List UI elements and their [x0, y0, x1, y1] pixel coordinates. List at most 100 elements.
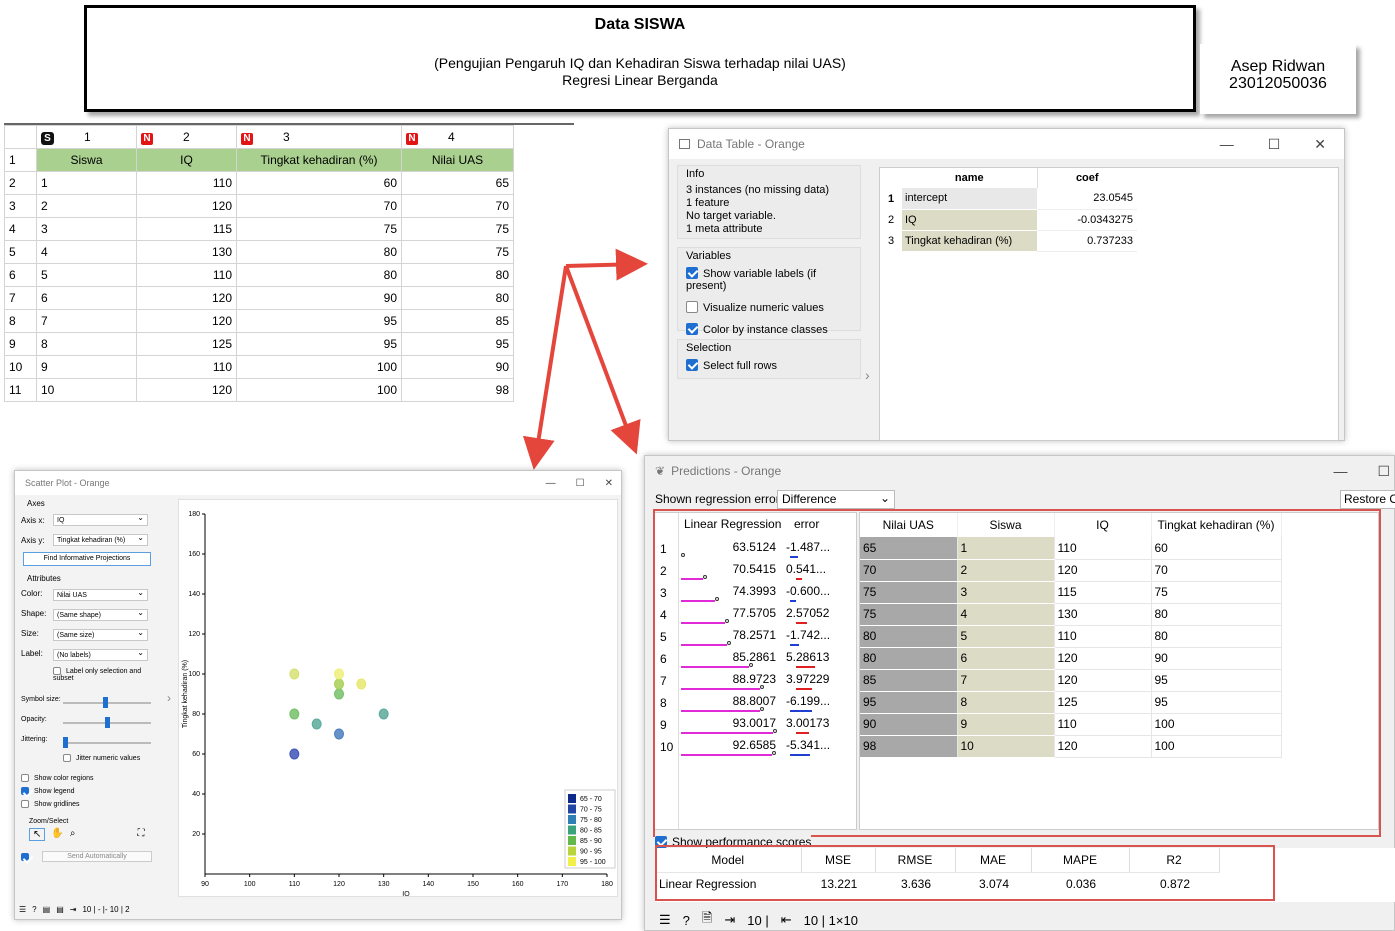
column-header[interactable]: Siswa: [957, 513, 1055, 537]
scatter-point[interactable]: [289, 708, 300, 720]
axis-y-select[interactable]: Tingkat kehadiran (%): [53, 532, 148, 546]
table-cell[interactable]: 120: [136, 286, 237, 310]
minimize-icon[interactable]: —: [545, 477, 556, 489]
table-cell[interactable]: 6: [36, 286, 137, 310]
table-row[interactable]: 3 Tingkat kehadiran (%) 0.737233: [880, 230, 1137, 252]
size-select[interactable]: (Same size): [53, 627, 148, 641]
close-icon[interactable]: ✕: [1314, 135, 1326, 152]
error-select[interactable]: Difference ⌄: [777, 490, 895, 509]
help-icon[interactable]: ?: [682, 912, 690, 928]
menu-icon[interactable]: ☰: [19, 905, 27, 914]
table-cell[interactable]: 75: [236, 217, 402, 241]
table-row[interactable]: 3 74.3993 -0.600...: [654, 582, 854, 604]
column-header[interactable]: error: [794, 517, 820, 531]
shape-select[interactable]: (Same shape): [53, 607, 148, 621]
scatter-plot[interactable]: 90 100 110 120 130 140 150 160 170 180 20 40 60 80 100…: [178, 499, 618, 897]
close-icon[interactable]: ✕: [604, 477, 613, 489]
column-header[interactable]: MSE: [801, 848, 876, 873]
find-projections-button[interactable]: Find Informative Projections: [23, 552, 151, 566]
table-cell[interactable]: 100: [236, 378, 402, 402]
table-row[interactable]: 10 92.6585 -5.341...: [654, 736, 854, 758]
maximize-icon[interactable]: ☐: [575, 477, 585, 489]
pan-icon[interactable]: ✋: [51, 828, 64, 839]
column-header[interactable]: RMSE: [875, 848, 956, 873]
checkbox-icon[interactable]: [21, 774, 29, 782]
checkbox-icon[interactable]: [686, 301, 698, 313]
checkbox-icon[interactable]: [686, 267, 698, 279]
column-header[interactable]: Tingkat kehadiran (%): [1151, 513, 1282, 537]
table-row[interactable]: 65 1 110 60: [860, 537, 1282, 560]
table-cell[interactable]: 7: [36, 309, 137, 333]
label-select[interactable]: (No labels): [53, 647, 148, 661]
column-header[interactable]: coef: [1075, 172, 1099, 184]
checkbox-icon[interactable]: [21, 852, 29, 861]
table-row[interactable]: 9 93.0017 3.00173: [654, 714, 854, 736]
report-icon[interactable]: ▤: [56, 905, 64, 914]
table-cell[interactable]: 5: [36, 263, 137, 287]
chevron-right-icon[interactable]: ›: [167, 691, 171, 705]
opt-color[interactable]: Color by instance classes: [686, 323, 852, 336]
help-icon[interactable]: ?: [32, 905, 37, 914]
column-header[interactable]: MAPE: [1031, 848, 1130, 873]
table-cell[interactable]: 90: [236, 286, 402, 310]
table-cell[interactable]: 100: [236, 355, 402, 379]
scatter-point[interactable]: [289, 668, 300, 680]
table-cell[interactable]: 120: [136, 309, 237, 333]
table-row[interactable]: 95 8 125 95: [860, 691, 1282, 714]
table-cell[interactable]: 95: [236, 332, 402, 356]
table-cell[interactable]: 85: [401, 309, 514, 333]
chevron-right-icon[interactable]: ›: [865, 367, 870, 383]
column-header[interactable]: MAE: [955, 848, 1032, 873]
table-row[interactable]: 7 88.9723 3.97229: [654, 670, 854, 692]
scatter-point[interactable]: [289, 748, 300, 760]
opt-visualize[interactable]: Visualize numeric values: [686, 301, 852, 314]
checkbox-icon[interactable]: [686, 323, 698, 335]
table-cell[interactable]: 10: [36, 378, 137, 402]
checkbox-icon[interactable]: [63, 754, 71, 762]
checkbox-icon[interactable]: [21, 800, 29, 808]
table-row[interactable]: 4 77.5705 2.57052: [654, 604, 854, 626]
table-cell[interactable]: 2: [36, 194, 137, 218]
report-icon[interactable]: 🗎: [701, 910, 713, 925]
table-row[interactable]: 1 63.5124 -1.487...: [654, 538, 854, 560]
column-header[interactable]: Model: [655, 848, 802, 873]
table-cell[interactable]: 70: [236, 194, 402, 218]
table-row[interactable]: 75 3 115 75: [860, 581, 1282, 604]
table-cell[interactable]: 125: [136, 332, 237, 356]
scatter-point[interactable]: [311, 718, 322, 730]
table-cell[interactable]: 115: [136, 217, 237, 241]
maximize-icon[interactable]: ☐: [1267, 135, 1281, 152]
table-cell[interactable]: 90: [401, 355, 514, 379]
jittering-slider[interactable]: [63, 742, 151, 744]
scatter-point[interactable]: [334, 728, 344, 740]
color-select[interactable]: Nilai UAS: [53, 587, 148, 601]
table-cell[interactable]: 8: [36, 332, 137, 356]
table-row[interactable]: Linear Regression 13.221 3.636 3.074 0.036 0.…: [655, 872, 1219, 896]
column-header[interactable]: R2: [1129, 848, 1220, 873]
table-row[interactable]: 6 85.2861 5.28613: [654, 648, 854, 670]
minimize-icon[interactable]: —: [1333, 462, 1348, 479]
table-cell[interactable]: 3: [36, 217, 137, 241]
table-row[interactable]: 2 70.5415 0.541...: [654, 560, 854, 582]
table-row[interactable]: 70 2 120 70: [860, 559, 1282, 582]
table-cell[interactable]: 80: [236, 263, 402, 287]
restore-button[interactable]: Restore Ori: [1340, 490, 1395, 509]
column-header[interactable]: Linear Regression: [684, 517, 782, 531]
table-row[interactable]: 1 intercept 23.0545: [880, 188, 1137, 210]
table-row[interactable]: 2 IQ -0.0343275: [880, 209, 1137, 231]
scatter-point[interactable]: [378, 708, 389, 720]
jitter-numeric-option[interactable]: Jitter numeric values: [63, 754, 161, 762]
slider-handle[interactable]: [105, 717, 110, 728]
table-row[interactable]: 80 6 120 90: [860, 647, 1282, 670]
save-icon[interactable]: ▤: [42, 905, 51, 914]
table-row[interactable]: 90 9 110 100: [860, 713, 1282, 736]
opt-labels[interactable]: Show variable labels (if present): [686, 267, 852, 292]
table-row[interactable]: 75 4 130 80: [860, 603, 1282, 626]
maximize-icon[interactable]: ☐: [1377, 462, 1390, 479]
table-row[interactable]: 5 78.2571 -1.742...: [654, 626, 854, 648]
table-cell[interactable]: 120: [136, 378, 237, 402]
reset-zoom-icon[interactable]: ⛶: [137, 828, 145, 839]
legend-option[interactable]: Show legend: [21, 787, 161, 795]
table-cell[interactable]: 95: [236, 309, 402, 333]
slider-handle[interactable]: [63, 737, 68, 748]
